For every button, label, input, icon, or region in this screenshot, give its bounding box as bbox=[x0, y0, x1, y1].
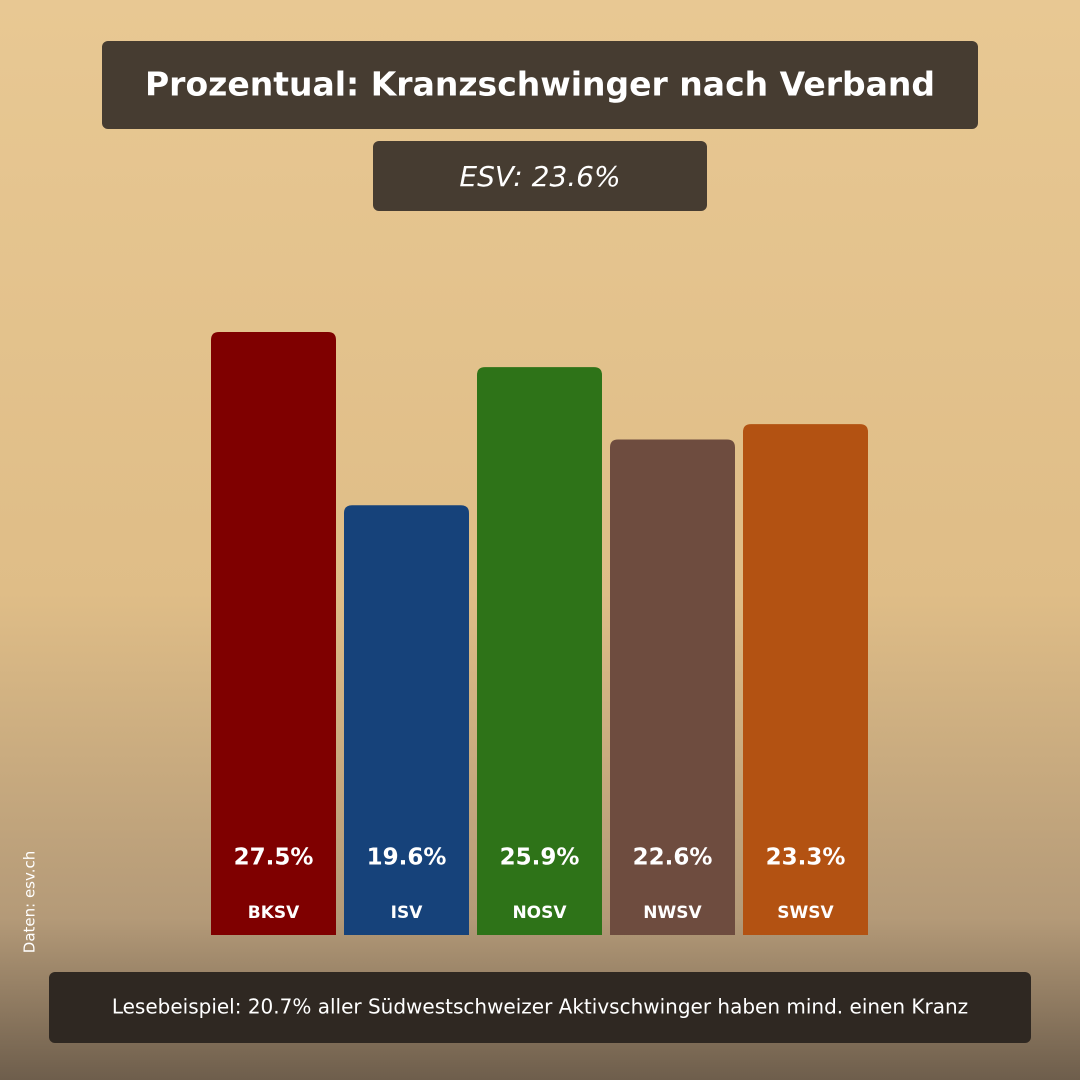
value-label: 25.9% bbox=[500, 845, 580, 871]
x-tick-label: NOSV bbox=[512, 903, 567, 923]
value-label: 23.3% bbox=[766, 845, 846, 871]
annotation: Lesebeispiel: 20.7% aller Südwestschweiz… bbox=[112, 995, 968, 1019]
annotation-box bbox=[49, 972, 1031, 1043]
value-label: 22.6% bbox=[633, 845, 713, 871]
bar bbox=[211, 332, 336, 935]
source: Daten: esv.ch bbox=[21, 851, 39, 953]
x-tick-label: ISV bbox=[391, 903, 424, 923]
bar bbox=[743, 424, 868, 935]
bar bbox=[477, 367, 602, 936]
x-tick-label: BKSV bbox=[248, 903, 300, 923]
chart-title: Prozentual: Kranzschwinger nach Verband bbox=[145, 65, 935, 104]
bar bbox=[344, 505, 469, 935]
x-tick-label: NWSV bbox=[643, 903, 702, 923]
value-label: 27.5% bbox=[234, 845, 314, 871]
subtitle-box bbox=[373, 141, 707, 211]
bar bbox=[610, 439, 735, 935]
x-tick-label: SWSV bbox=[777, 903, 834, 923]
value-label: 19.6% bbox=[367, 845, 447, 871]
title-box bbox=[102, 41, 978, 129]
subtitle: ESV: 23.6% bbox=[459, 160, 620, 193]
